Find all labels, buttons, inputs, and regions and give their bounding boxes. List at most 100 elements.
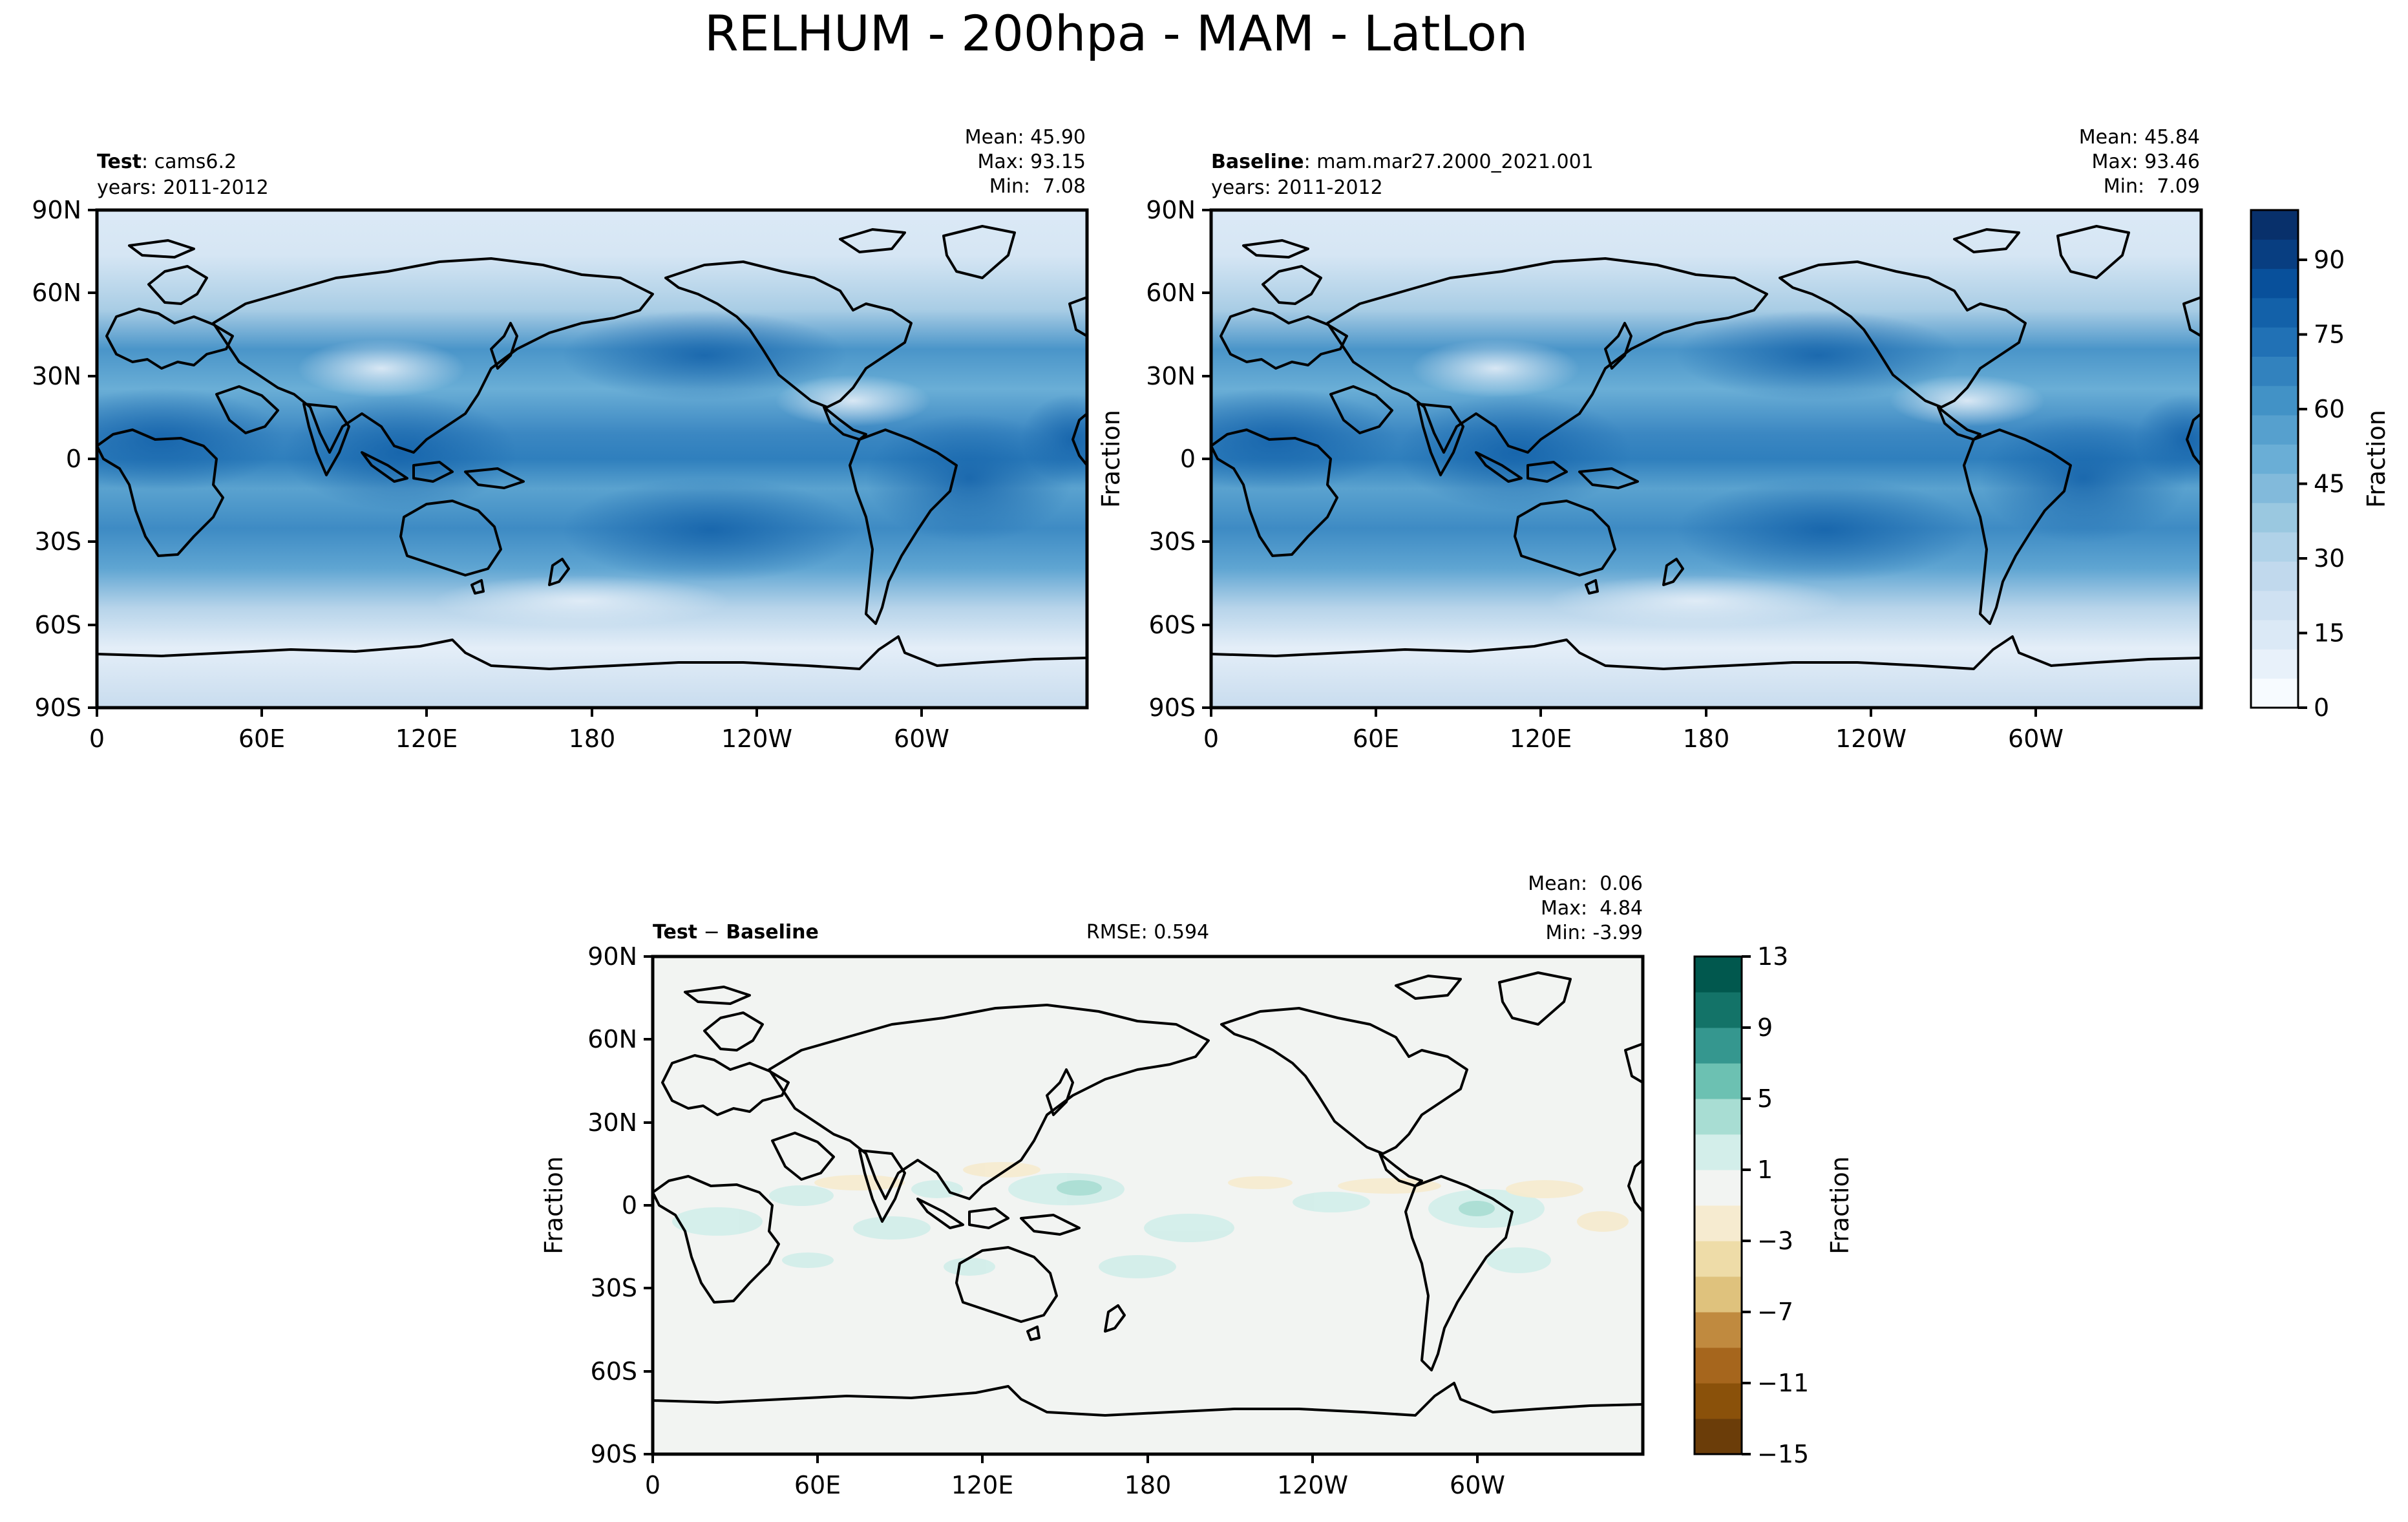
difference-colorbar-segment <box>1695 1134 1742 1170</box>
relhum-colorbar-tick-label: 90 <box>2314 246 2345 274</box>
baseline-stat-mean: Mean: 45.84 <box>2079 126 2200 149</box>
test-yaxis: 90N 60N 30N 0 30S 60S 90S <box>32 196 97 722</box>
test-xtick: 60W <box>894 724 949 753</box>
relhum-colorbar-tick-label: 60 <box>2314 395 2345 423</box>
baseline-ytick: 30N <box>1146 362 1196 390</box>
relhum-colorbar-segment <box>2251 502 2298 533</box>
difference-stat-max: Max: 4.84 <box>1541 897 1643 920</box>
test-label-case: : cams6.2 <box>142 151 237 173</box>
difference-colorbar-segment <box>1695 1241 1742 1277</box>
relhum-colorbar-segment <box>2251 678 2298 708</box>
relhum-colorbar: 0 15 30 45 60 75 90 Fraction <box>2250 209 2391 722</box>
difference-colorbar-tick-label: −11 <box>1757 1369 1809 1397</box>
difference-xtick: 120W <box>1277 1471 1348 1499</box>
difference-map-field <box>653 957 1643 1454</box>
relhum-colorbar-segment <box>2251 473 2298 503</box>
test-ytick: 90N <box>32 196 81 224</box>
baseline-ytick: 60S <box>1149 611 1196 639</box>
relhum-colorbar-segment <box>2251 532 2298 562</box>
figure-title: RELHUM - 200hpa - MAM - LatLon <box>704 5 1528 62</box>
relhum-colorbar-segment <box>2251 590 2298 620</box>
svg-text:Test: cams6.2: Test: cams6.2 <box>97 151 237 173</box>
test-map-field <box>97 210 1087 708</box>
baseline-label-bold: Baseline <box>1211 151 1304 173</box>
baseline-ytick: 90S <box>1149 693 1196 722</box>
baseline-ylabel: Fraction <box>1097 410 1125 508</box>
difference-colorbar-segment <box>1695 1028 1742 1064</box>
test-stat-max: Max: 93.15 <box>977 151 1086 173</box>
test-xtick: 180 <box>569 724 616 753</box>
difference-colorbar-label: Fraction <box>1826 1156 1854 1254</box>
baseline-xtick: 0 <box>1203 724 1219 753</box>
test-ytick: 60N <box>32 279 81 307</box>
relhum-colorbar-segment <box>2251 649 2298 679</box>
difference-rmse: RMSE: 0.594 <box>1086 921 1209 944</box>
relhum-colorbar-tick-label: 15 <box>2314 619 2345 648</box>
svg-text:Test − Baseline: Test − Baseline <box>653 921 819 944</box>
difference-ytick: 0 <box>622 1191 637 1220</box>
svg-text:Baseline: mam.mar27.2000_2021.: Baseline: mam.mar27.2000_2021.001 <box>1211 151 1594 173</box>
difference-xtick: 0 <box>645 1471 660 1499</box>
difference-colorbar-segment <box>1695 992 1742 1028</box>
test-xtick: 60E <box>238 724 285 753</box>
relhum-colorbar-segment <box>2251 268 2298 299</box>
baseline-xaxis: 0 60E 120E 180 120W 60W <box>1203 708 2064 753</box>
relhum-colorbar-segment <box>2251 385 2298 416</box>
test-stat-min: Min: 7.08 <box>989 175 1086 198</box>
difference-xtick: 180 <box>1125 1471 1172 1499</box>
relhum-colorbar-frame <box>2250 209 2299 709</box>
relhum-colorbar-label: Fraction <box>2362 410 2391 508</box>
difference-colorbar-segment <box>1695 1205 1742 1242</box>
test-panel: 90N 60N 30N 0 30S 60S 90S 0 60E 120E 180… <box>32 126 1089 753</box>
baseline-xtick: 60E <box>1353 724 1399 753</box>
difference-colorbar-tick-label: −3 <box>1757 1227 1793 1255</box>
relhum-colorbar-segment <box>2251 620 2298 650</box>
test-xtick: 120W <box>721 724 792 753</box>
difference-colorbar-tick-label: 9 <box>1757 1013 1773 1042</box>
difference-colorbar-segment <box>1695 1348 1742 1384</box>
relhum-colorbar-tick-label: 30 <box>2314 544 2345 573</box>
relhum-colorbar-tick-label: 0 <box>2314 693 2329 722</box>
difference-xaxis: 0 60E 120E 180 120W 60W <box>645 1454 1505 1499</box>
test-xtick: 0 <box>89 724 105 753</box>
difference-colorbar-segment <box>1695 1099 1742 1135</box>
difference-colorbar-segment <box>1695 1063 1742 1099</box>
difference-xtick: 60E <box>794 1471 841 1499</box>
difference-colorbar-segment <box>1695 1312 1742 1348</box>
difference-colorbar-tick-label: 5 <box>1757 1084 1773 1113</box>
relhum-colorbar-tick-label: 75 <box>2314 321 2345 349</box>
difference-colorbar-segment <box>1695 1170 1742 1206</box>
relhum-colorbar-segment <box>2251 239 2298 270</box>
difference-ytick: 60N <box>587 1025 637 1053</box>
relhum-colorbar-tick-label: 45 <box>2314 470 2345 498</box>
difference-ytick: 30S <box>591 1274 637 1302</box>
difference-colorbar-segment <box>1695 1276 1742 1313</box>
difference-ytick: 90N <box>587 942 637 971</box>
baseline-label-case: : mam.mar27.2000_2021.001 <box>1304 151 1594 173</box>
difference-colorbar-tick-label: 13 <box>1757 942 1788 971</box>
difference-colorbar-tick-label: −7 <box>1757 1298 1793 1326</box>
test-stat-mean: Mean: 45.90 <box>965 126 1086 149</box>
baseline-ytick: 0 <box>1180 445 1196 473</box>
baseline-ytick: 60N <box>1146 279 1196 307</box>
difference-yaxis: 90N 60N 30N 0 30S 60S 90S Fraction <box>540 942 653 1468</box>
test-ytick: 0 <box>66 445 81 473</box>
difference-ytick: 90S <box>591 1440 637 1468</box>
baseline-stat-min: Min: 7.09 <box>2104 175 2200 198</box>
baseline-ytick: 90N <box>1146 196 1196 224</box>
difference-xtick: 120E <box>951 1471 1014 1499</box>
relhum-colorbar-segment <box>2251 210 2298 240</box>
relhum-colorbar-segment <box>2251 415 2298 445</box>
baseline-years: years: 2011-2012 <box>1211 176 1383 199</box>
difference-ytick: 60S <box>591 1357 637 1386</box>
baseline-ytick: 30S <box>1149 527 1196 556</box>
difference-colorbar-tick-label: 1 <box>1757 1156 1773 1184</box>
difference-xtick: 60W <box>1450 1471 1505 1499</box>
test-ytick: 30N <box>32 362 81 390</box>
difference-stat-mean: Mean: 0.06 <box>1528 872 1643 895</box>
difference-panel: 90N 60N 30N 0 30S 60S 90S Fraction 0 60E… <box>540 872 1645 1499</box>
difference-colorbar-segment <box>1695 1383 1742 1419</box>
test-xaxis: 0 60E 120E 180 120W 60W <box>89 708 949 753</box>
baseline-xtick: 120E <box>1510 724 1572 753</box>
difference-colorbar-frame <box>1693 955 1743 1455</box>
